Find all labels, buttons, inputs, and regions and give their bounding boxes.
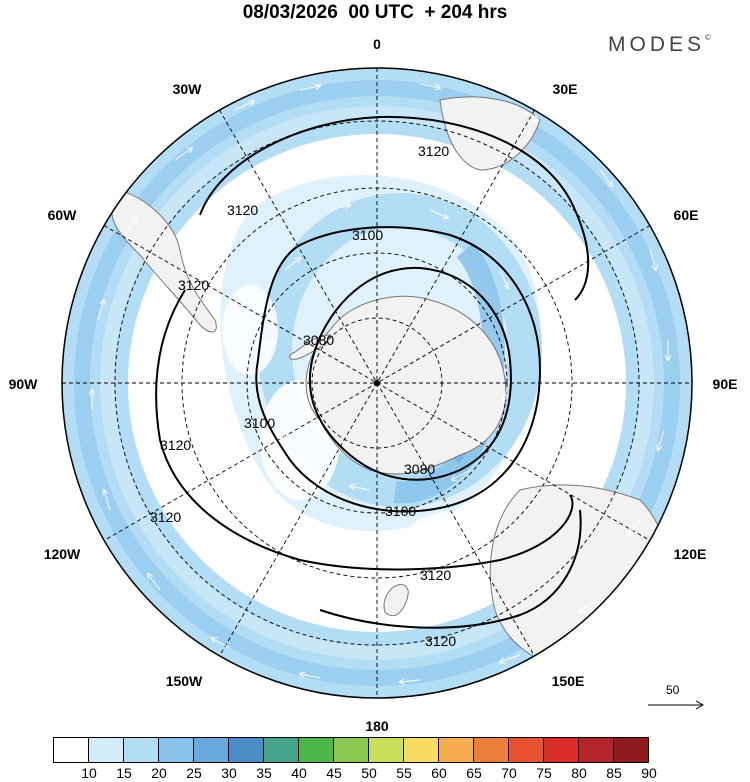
colorbar-tick-label: 65	[466, 765, 482, 781]
colorbar-tick-label: 15	[116, 765, 132, 781]
contour-label: 3120	[418, 143, 449, 159]
colorbar-tick-label: 35	[256, 765, 272, 781]
colorbar-tick-label: 30	[221, 765, 237, 781]
colorbar	[53, 737, 649, 763]
colorbar-tick-label: 75	[536, 765, 552, 781]
colorbar-tick-label: 85	[606, 765, 622, 781]
label-150w: 150W	[166, 673, 203, 689]
colorbar-tick-label: 10	[81, 765, 97, 781]
map-title: 08/03/2026 00 UTC + 204 hrs	[242, 2, 508, 23]
contour-3080	[308, 266, 512, 481]
label-0: 0	[373, 36, 381, 52]
contour-label: 3100	[244, 415, 275, 431]
contour-3120-west	[155, 289, 574, 571]
reference-arrow-icon	[648, 700, 705, 710]
label-120w: 120W	[44, 546, 81, 562]
colorbar-tick-label: 55	[396, 765, 412, 781]
brand-name: MODES	[608, 33, 706, 56]
colorbar-cell	[333, 737, 369, 763]
colorbar-cell	[88, 737, 124, 763]
colorbar-ticks: 10 15 20 25 30 35 40 45 50 55 60 65 70 75 80 85 90	[0, 765, 750, 782]
reference-vector: 50	[648, 683, 708, 713]
colorbar-tick-label: 45	[326, 765, 342, 781]
contour-label: 3080	[404, 461, 435, 477]
new-zealand	[383, 584, 409, 617]
colorbar-cell	[298, 737, 334, 763]
label-150e: 150E	[552, 673, 585, 689]
contour-label: 3120	[178, 277, 209, 293]
label-180: 180	[365, 718, 389, 734]
contour-label: 3120	[425, 633, 456, 649]
colorbar-tick-label: 20	[151, 765, 167, 781]
south-america	[111, 189, 217, 333]
colorbar-cell	[613, 737, 649, 763]
contour-3100	[255, 226, 542, 513]
height-contours	[155, 115, 590, 629]
contour-label: 3120	[150, 509, 181, 525]
colorbar-cell	[368, 737, 404, 763]
contour-label: 3100	[352, 227, 383, 243]
label-30w: 30W	[173, 81, 203, 97]
colorbar-tick-label: 50	[361, 765, 377, 781]
label-30e: 30E	[553, 81, 578, 97]
map-boundary	[61, 67, 693, 699]
colorbar-cell	[508, 737, 544, 763]
africa	[439, 96, 541, 171]
colorbar-cell	[263, 737, 299, 763]
label-120e: 120E	[674, 546, 707, 562]
colorbar-cell	[438, 737, 474, 763]
contour-3120-south	[319, 509, 582, 629]
colorbar-cell	[158, 737, 194, 763]
colorbar-cell	[403, 737, 439, 763]
brand-logo: MODES©	[608, 33, 711, 57]
brand-copyright: ©	[705, 33, 711, 42]
contour-label: 3120	[227, 202, 258, 218]
colorbar-cell	[123, 737, 159, 763]
colorbar-tick-label: 90	[641, 765, 657, 781]
label-90w: 90W	[9, 376, 39, 392]
contour-label: 3100	[385, 503, 416, 519]
label-60w: 60W	[48, 207, 78, 223]
contour-3120-north	[199, 115, 590, 301]
colorbar-cell	[543, 737, 579, 763]
contour-labels: 3080 3080 3100 3100 3100 3120 3120 3120 …	[150, 143, 456, 649]
colorbar-tick-label: 25	[186, 765, 202, 781]
contour-label: 3120	[420, 567, 451, 583]
colorbar-tick-label: 60	[431, 765, 447, 781]
reference-vector-value: 50	[666, 683, 680, 697]
colorbar-cell	[228, 737, 264, 763]
contour-label: 3120	[160, 437, 191, 453]
colorbar-cell	[578, 737, 614, 763]
polar-map: 3080 3080 3100 3100 3100 3120 3120 3120 …	[9, 36, 738, 734]
wind-vectors	[92, 83, 668, 682]
label-90e: 90E	[713, 376, 738, 392]
label-60e: 60E	[674, 207, 699, 223]
colorbar-tick-label: 70	[501, 765, 517, 781]
contour-label: 3080	[303, 332, 334, 348]
colorbar-tick-label: 80	[571, 765, 587, 781]
meridian-labels: 0 30E 60E 90E 120E 150E 180 150W 120W 90…	[9, 36, 738, 734]
colorbar-tick-label: 40	[291, 765, 307, 781]
colorbar-cell	[193, 737, 229, 763]
south-pole-marker	[374, 380, 380, 386]
colorbar-cell	[53, 737, 89, 763]
colorbar-cell	[473, 737, 509, 763]
